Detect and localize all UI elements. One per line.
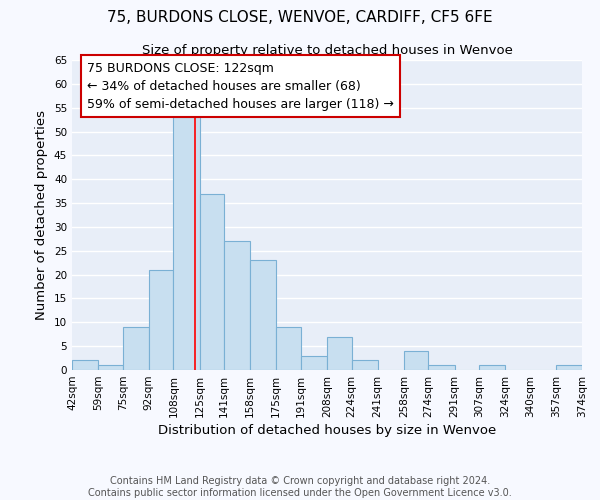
Bar xyxy=(224,241,250,370)
Text: 75, BURDONS CLOSE, WENVOE, CARDIFF, CF5 6FE: 75, BURDONS CLOSE, WENVOE, CARDIFF, CF5 … xyxy=(107,10,493,25)
Bar xyxy=(404,351,428,370)
X-axis label: Distribution of detached houses by size in Wenvoe: Distribution of detached houses by size … xyxy=(158,424,496,437)
Title: Size of property relative to detached houses in Wenvoe: Size of property relative to detached ho… xyxy=(142,44,512,58)
Bar xyxy=(98,365,122,370)
Bar xyxy=(122,327,149,370)
Bar xyxy=(250,260,277,370)
Bar xyxy=(428,365,455,370)
Bar xyxy=(479,365,505,370)
Bar xyxy=(556,365,582,370)
Bar xyxy=(72,360,98,370)
Bar xyxy=(149,270,173,370)
Bar xyxy=(352,360,377,370)
Bar xyxy=(277,327,301,370)
Bar xyxy=(327,336,352,370)
Text: 75 BURDONS CLOSE: 122sqm
← 34% of detached houses are smaller (68)
59% of semi-d: 75 BURDONS CLOSE: 122sqm ← 34% of detach… xyxy=(88,62,394,110)
Bar xyxy=(199,194,224,370)
Bar xyxy=(173,117,199,370)
Y-axis label: Number of detached properties: Number of detached properties xyxy=(35,110,49,320)
Text: Contains HM Land Registry data © Crown copyright and database right 2024.
Contai: Contains HM Land Registry data © Crown c… xyxy=(88,476,512,498)
Bar xyxy=(301,356,327,370)
